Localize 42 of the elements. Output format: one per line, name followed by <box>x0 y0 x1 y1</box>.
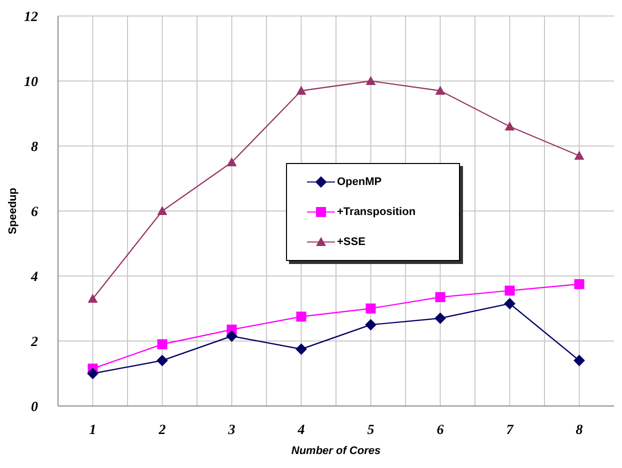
point <box>365 319 376 330</box>
y-tick-label: 12 <box>24 10 38 25</box>
x-tick-label: 2 <box>158 422 166 438</box>
point <box>157 206 168 215</box>
point <box>574 150 584 160</box>
x-tick-label: 5 <box>367 422 374 438</box>
point <box>435 86 446 95</box>
y-tick-label: 0 <box>31 400 38 415</box>
legend-label: +SSE <box>337 236 366 248</box>
x-tick-label: 1 <box>89 422 96 438</box>
point <box>504 298 516 310</box>
point <box>157 339 168 350</box>
point <box>504 286 515 296</box>
x-axis-title: Number of Cores <box>291 445 381 457</box>
x-tick-label: 4 <box>296 422 305 438</box>
point <box>366 304 376 314</box>
point <box>156 355 168 366</box>
x-tick-label: 6 <box>436 422 444 438</box>
point <box>504 122 515 130</box>
x-tick-label: 7 <box>506 422 514 438</box>
point <box>226 330 238 342</box>
point <box>87 368 98 379</box>
legend-label: +Transposition <box>337 206 416 218</box>
y-tick-label: 2 <box>30 334 38 350</box>
point <box>366 76 376 85</box>
y-tick-label: 8 <box>31 140 38 155</box>
x-tick-label: 3 <box>227 422 236 438</box>
point <box>88 294 98 303</box>
point <box>435 292 446 302</box>
legend-label: OpenMP <box>337 176 382 188</box>
y-tick-label: 4 <box>30 270 38 285</box>
point <box>226 157 237 166</box>
y-tick-label: 10 <box>24 74 38 90</box>
y-axis-title: Speedup <box>6 187 19 234</box>
point <box>296 86 306 95</box>
y-tick-label: 6 <box>31 204 38 220</box>
point <box>296 312 306 322</box>
point <box>574 355 585 366</box>
point <box>296 344 307 355</box>
point <box>434 312 446 324</box>
x-tick-label: 8 <box>576 422 583 438</box>
point <box>574 279 584 290</box>
